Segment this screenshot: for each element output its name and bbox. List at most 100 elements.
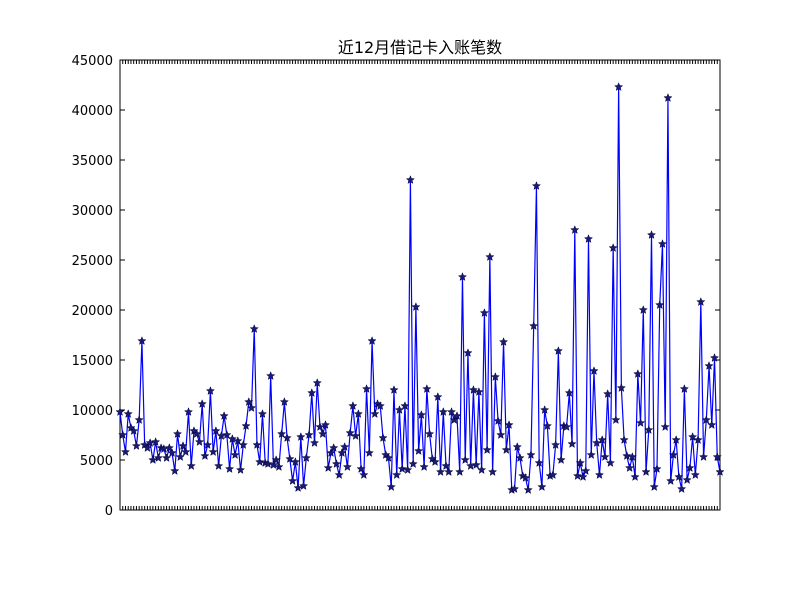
data-point: [334, 470, 344, 479]
data-point: [323, 463, 333, 472]
data-point: [644, 425, 654, 434]
data-point: [238, 440, 248, 449]
data-point: [709, 353, 720, 362]
data-point: [581, 466, 591, 475]
data-point: [378, 433, 388, 442]
y-tick-label: 15000: [72, 354, 113, 369]
data-point: [375, 401, 385, 410]
data-point: [192, 429, 202, 438]
data-point: [682, 475, 692, 484]
data-point: [501, 445, 511, 454]
data-point: [203, 440, 213, 449]
data-point: [611, 415, 621, 424]
y-tick-label: 30000: [72, 204, 113, 219]
data-point: [600, 452, 610, 461]
data-point: [263, 459, 273, 468]
data-point: [208, 447, 218, 456]
data-point: [172, 429, 183, 438]
data-point: [213, 461, 224, 470]
data-point: [553, 346, 564, 355]
data-point: [671, 435, 681, 444]
data-point: [698, 452, 709, 461]
data-point: [509, 484, 520, 493]
data-point: [183, 407, 194, 416]
data-point: [487, 467, 498, 476]
data-point: [271, 455, 281, 464]
data-point: [561, 422, 572, 431]
data-point: [438, 407, 448, 416]
y-tick-label: 5000: [80, 454, 113, 469]
data-point: [446, 407, 457, 416]
data-point: [167, 448, 177, 457]
data-point: [537, 482, 547, 491]
data-point: [312, 378, 322, 387]
data-point: [619, 435, 629, 444]
data-point: [594, 470, 605, 479]
data-point: [666, 476, 676, 485]
data-point: [197, 399, 207, 408]
data-point: [542, 421, 553, 430]
data-point: [246, 403, 257, 412]
data-point: [129, 426, 139, 435]
data-point: [244, 397, 254, 406]
data-point: [224, 464, 235, 473]
data-point: [534, 458, 544, 467]
y-tick-label: 25000: [72, 254, 113, 269]
data-point: [422, 384, 432, 393]
data-point: [350, 431, 361, 440]
data-point: [572, 471, 583, 480]
data-point: [356, 464, 366, 473]
data-point: [550, 440, 561, 449]
y-tick-label: 0: [105, 504, 113, 519]
data-point: [411, 302, 421, 311]
data-point: [652, 464, 662, 473]
data-point: [233, 436, 243, 445]
data-point: [485, 252, 495, 261]
data-point: [200, 451, 210, 460]
data-point: [227, 434, 237, 443]
data-point: [329, 443, 339, 452]
data-point: [364, 448, 374, 457]
data-point: [416, 410, 427, 419]
data-point: [389, 385, 399, 394]
y-tick-label: 35000: [72, 154, 113, 169]
data-point: [605, 458, 616, 467]
data-point: [490, 372, 501, 381]
data-point: [463, 348, 473, 357]
data-point: [624, 463, 635, 472]
data-point: [175, 452, 185, 461]
data-point: [567, 439, 577, 448]
data-point: [337, 448, 347, 457]
data-point: [255, 457, 265, 466]
data-point: [142, 443, 153, 452]
data-point: [608, 243, 618, 252]
data-point: [318, 429, 328, 438]
data-point: [638, 305, 648, 314]
data-point: [287, 476, 298, 485]
y-axis: 0 5000 10000 15000 20000 25000 30000 35000 40000…: [72, 54, 720, 519]
y-tick-label: 40000: [72, 104, 113, 119]
data-point: [441, 461, 451, 470]
data-point: [676, 484, 687, 493]
data-point: [430, 457, 440, 466]
data-point: [455, 467, 465, 476]
data-point: [309, 438, 320, 447]
data-point: [298, 481, 309, 490]
data-point: [674, 472, 684, 481]
series-markers: [115, 82, 725, 494]
data-point: [120, 447, 131, 456]
data-point: [304, 430, 314, 439]
data-point: [400, 401, 410, 410]
data-point: [616, 383, 627, 392]
data-point: [627, 452, 637, 461]
chart-title: 近12月借记卡入账笔数: [338, 38, 502, 57]
data-point: [693, 435, 703, 444]
data-point: [276, 429, 287, 438]
y-tick-label: 20000: [72, 304, 113, 319]
y-tick-label: 10000: [72, 404, 113, 419]
data-point: [641, 467, 651, 476]
data-point: [482, 445, 492, 454]
data-point: [433, 392, 443, 401]
data-point: [570, 225, 580, 234]
